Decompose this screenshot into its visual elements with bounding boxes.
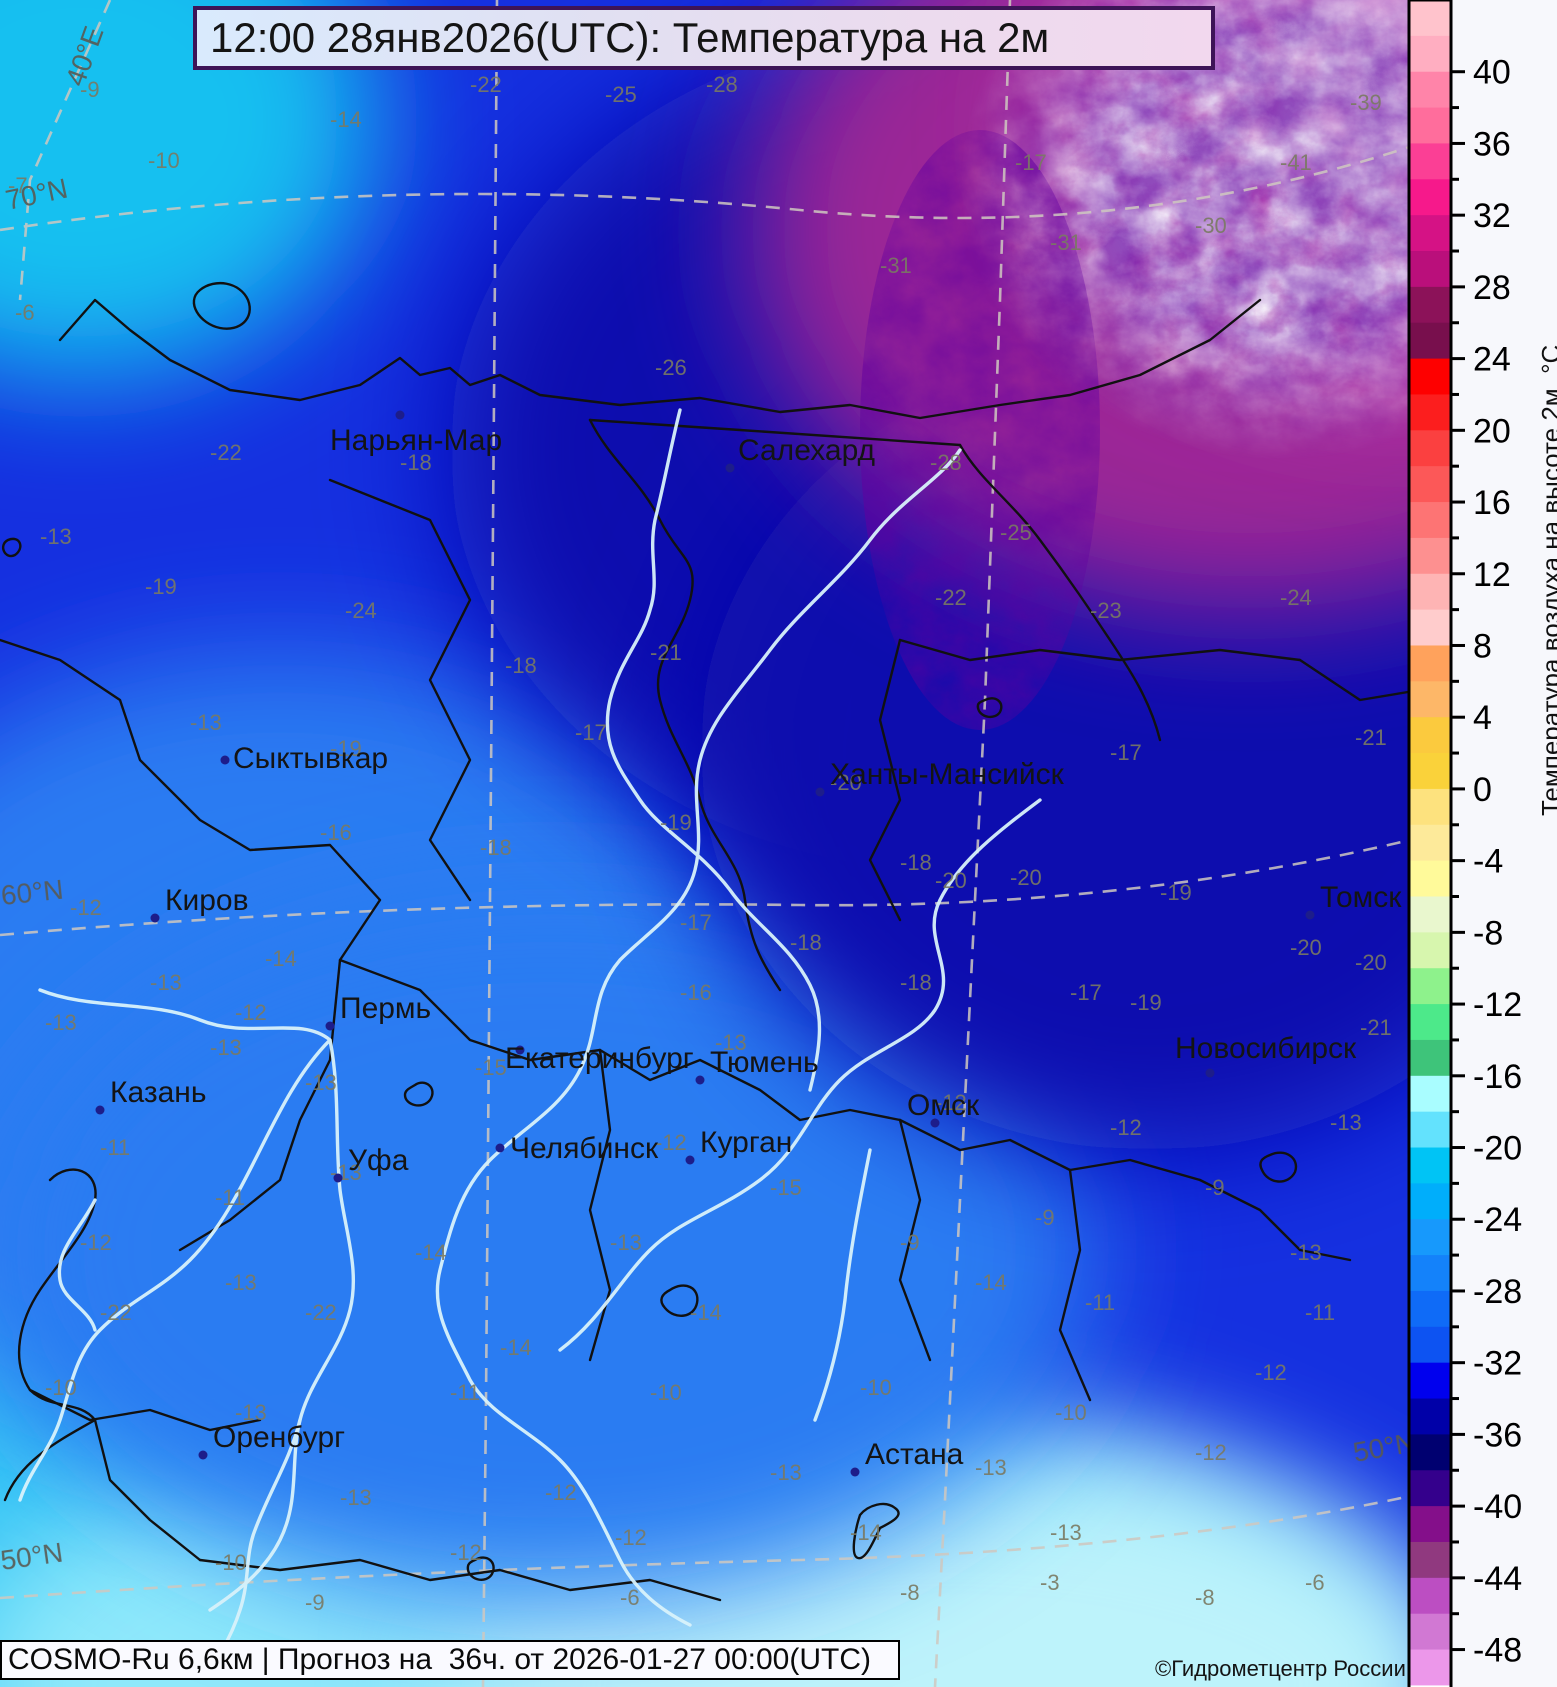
- svg-text:36: 36: [1473, 125, 1511, 163]
- svg-text:-40: -40: [1473, 1488, 1522, 1526]
- svg-text:-44: -44: [1473, 1560, 1522, 1598]
- svg-text:16: 16: [1473, 484, 1511, 522]
- svg-text:-36: -36: [1473, 1416, 1522, 1454]
- svg-text:-8: -8: [1473, 914, 1503, 952]
- svg-text:40: 40: [1473, 54, 1511, 92]
- svg-text:0: 0: [1473, 771, 1492, 809]
- svg-text:24: 24: [1473, 341, 1511, 379]
- svg-text:28: 28: [1473, 269, 1511, 307]
- svg-text:32: 32: [1473, 197, 1511, 235]
- svg-text:4: 4: [1473, 699, 1492, 737]
- svg-text:-16: -16: [1473, 1058, 1522, 1096]
- svg-text:-28: -28: [1473, 1273, 1522, 1311]
- svg-text:-32: -32: [1473, 1345, 1522, 1383]
- svg-text:20: 20: [1473, 412, 1511, 450]
- svg-text:-12: -12: [1473, 986, 1522, 1024]
- svg-text:8: 8: [1473, 627, 1492, 665]
- svg-text:-24: -24: [1473, 1201, 1522, 1239]
- svg-text:12: 12: [1473, 556, 1511, 594]
- svg-text:-20: -20: [1473, 1130, 1522, 1168]
- svg-text:-4: -4: [1473, 843, 1503, 881]
